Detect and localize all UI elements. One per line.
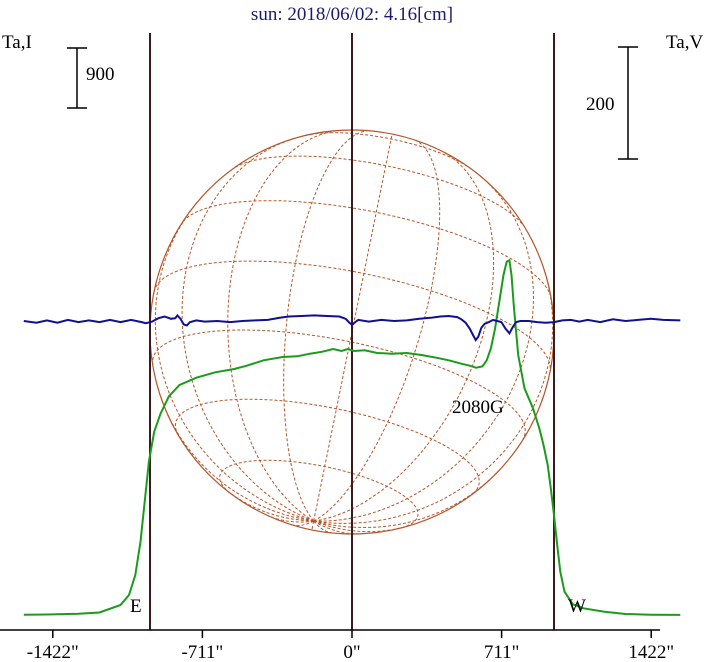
longitude-line <box>227 130 340 522</box>
longitude-line <box>154 201 314 522</box>
latitude-line <box>182 200 552 297</box>
longitude-line <box>291 520 314 527</box>
x-axis-ticks: -1422" -711" 0" 711" 1422" <box>27 630 674 662</box>
x-tick-label: 0" <box>343 642 360 662</box>
longitude-line <box>313 520 334 534</box>
longitude-line <box>311 520 315 530</box>
longitude-line <box>313 272 554 524</box>
longitude-line <box>313 133 393 522</box>
longitude-line <box>283 130 368 522</box>
left-axis-label: Ta,I <box>2 32 32 53</box>
limb-and-center-lines <box>149 33 555 630</box>
scale-bar-right-label: 200 <box>586 94 615 115</box>
longitude-line <box>313 151 495 522</box>
latitude-line <box>174 398 480 496</box>
longitude-line <box>229 492 314 522</box>
polarization-curve <box>23 313 681 342</box>
x-tick-label: -1422" <box>27 642 79 662</box>
x-tick-label: -711" <box>181 642 223 662</box>
right-axis-label: Ta,V <box>666 32 703 53</box>
scale-bar-left-label: 900 <box>86 64 115 85</box>
x-tick-label: 711" <box>484 642 520 662</box>
west-limb-label: W <box>568 596 586 617</box>
scale-bar-left <box>67 47 87 109</box>
longitude-line <box>181 138 314 522</box>
annotation-2080g: 2080G <box>452 397 504 418</box>
longitude-line <box>313 469 501 529</box>
longitude-line <box>313 176 535 522</box>
scale-bar-right <box>618 46 638 160</box>
x-tick-label: 1422" <box>628 642 674 662</box>
latitude-line <box>305 132 472 170</box>
east-limb-label: E <box>130 596 142 617</box>
intensity-curve <box>23 258 681 616</box>
chart-title: sun: 2018/06/02: 4.16[cm] <box>251 4 453 25</box>
longitude-line <box>161 400 314 522</box>
longitude-line <box>313 520 402 533</box>
